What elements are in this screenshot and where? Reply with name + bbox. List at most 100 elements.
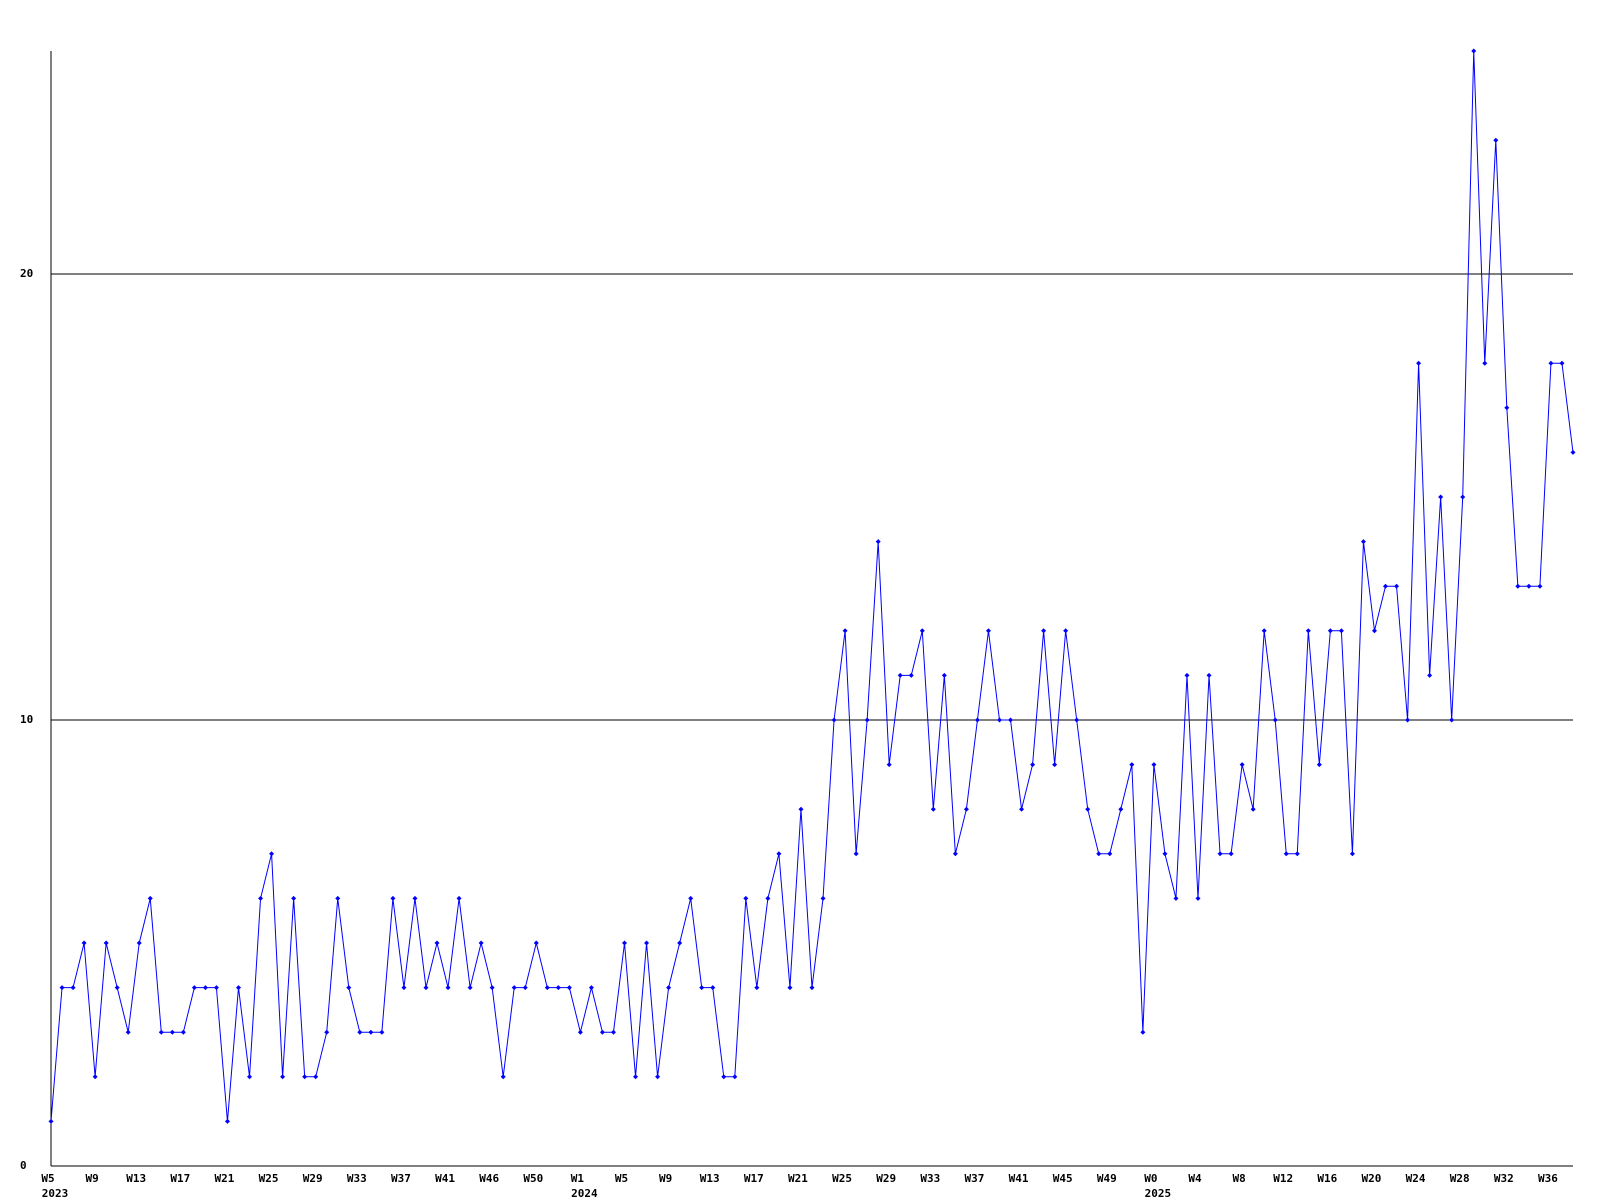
x-tick-label: W16 bbox=[1317, 1172, 1337, 1185]
x-tick-label: W4 bbox=[1188, 1172, 1202, 1185]
data-point bbox=[114, 985, 120, 991]
data-point bbox=[776, 851, 782, 857]
data-point bbox=[1394, 583, 1400, 589]
x-tick-label: W13 bbox=[126, 1172, 146, 1185]
data-point bbox=[765, 895, 771, 901]
x-tick-label: W13 bbox=[700, 1172, 720, 1185]
data-point bbox=[864, 717, 870, 723]
y-tick-label: 20 bbox=[20, 267, 33, 280]
data-point bbox=[92, 1074, 98, 1080]
data-point bbox=[1294, 851, 1300, 857]
data-point bbox=[963, 806, 969, 812]
x-year-label: 2024 bbox=[571, 1187, 598, 1200]
data-point bbox=[467, 985, 473, 991]
data-point bbox=[588, 985, 594, 991]
data-point bbox=[666, 985, 672, 991]
data-point bbox=[1283, 851, 1289, 857]
data-point bbox=[566, 985, 572, 991]
data-point bbox=[699, 985, 705, 991]
data-point bbox=[1052, 762, 1058, 768]
data-point bbox=[1217, 851, 1223, 857]
data-point bbox=[1085, 806, 1091, 812]
x-tick-label: W21 bbox=[215, 1172, 235, 1185]
x-tick-label: W1 bbox=[571, 1172, 585, 1185]
data-point bbox=[842, 628, 848, 634]
data-point bbox=[500, 1074, 506, 1080]
data-point bbox=[1250, 806, 1256, 812]
data-point bbox=[974, 717, 980, 723]
data-point bbox=[1305, 628, 1311, 634]
data-point bbox=[1030, 762, 1036, 768]
data-point bbox=[908, 672, 914, 678]
data-point bbox=[1360, 539, 1366, 545]
data-point bbox=[1383, 583, 1389, 589]
data-point bbox=[633, 1074, 639, 1080]
x-tick-label: W5 bbox=[615, 1172, 628, 1185]
x-tick-label: W17 bbox=[744, 1172, 764, 1185]
data-point bbox=[1515, 583, 1521, 589]
x-tick-label: W25 bbox=[832, 1172, 852, 1185]
data-point bbox=[258, 895, 264, 901]
data-point bbox=[235, 985, 241, 991]
data-point bbox=[224, 1118, 230, 1124]
x-tick-label: W17 bbox=[170, 1172, 190, 1185]
data-point bbox=[1438, 494, 1444, 500]
data-point bbox=[555, 985, 561, 991]
data-point bbox=[1537, 583, 1543, 589]
data-point bbox=[886, 762, 892, 768]
x-tick-label: W9 bbox=[85, 1172, 98, 1185]
x-tick-label: W50 bbox=[523, 1172, 543, 1185]
data-point bbox=[820, 895, 826, 901]
data-point bbox=[313, 1074, 319, 1080]
data-point bbox=[688, 895, 694, 901]
data-point bbox=[809, 985, 815, 991]
data-point bbox=[70, 985, 76, 991]
data-point bbox=[743, 895, 749, 901]
data-point bbox=[710, 985, 716, 991]
x-tick-label: W0 bbox=[1144, 1172, 1157, 1185]
data-point bbox=[1107, 851, 1113, 857]
data-point bbox=[1504, 405, 1510, 411]
data-point bbox=[754, 985, 760, 991]
data-point bbox=[103, 940, 109, 946]
data-point bbox=[511, 985, 517, 991]
data-point bbox=[1063, 628, 1069, 634]
data-point bbox=[81, 940, 87, 946]
data-point bbox=[478, 940, 484, 946]
data-point bbox=[544, 985, 550, 991]
data-point bbox=[1008, 717, 1014, 723]
data-point bbox=[335, 895, 341, 901]
x-tick-label: W41 bbox=[435, 1172, 455, 1185]
data-point bbox=[1427, 672, 1433, 678]
data-point bbox=[677, 940, 683, 946]
data-point bbox=[1548, 360, 1554, 366]
data-point bbox=[533, 940, 539, 946]
data-point bbox=[996, 717, 1002, 723]
x-tick-label: W37 bbox=[964, 1172, 984, 1185]
x-tick-label: W28 bbox=[1450, 1172, 1470, 1185]
data-point bbox=[125, 1029, 131, 1035]
data-point bbox=[346, 985, 352, 991]
data-point bbox=[158, 1029, 164, 1035]
data-point bbox=[1118, 806, 1124, 812]
data-point bbox=[1327, 628, 1333, 634]
data-point bbox=[1449, 717, 1455, 723]
data-point bbox=[1162, 851, 1168, 857]
data-point bbox=[269, 851, 275, 857]
x-tick-label: W32 bbox=[1494, 1172, 1514, 1185]
x-tick-label: W41 bbox=[1009, 1172, 1029, 1185]
data-point bbox=[1261, 628, 1267, 634]
y-tick-label: 0 bbox=[20, 1159, 27, 1172]
data-point bbox=[1206, 672, 1212, 678]
data-point bbox=[655, 1074, 661, 1080]
data-point bbox=[1460, 494, 1466, 500]
y-tick-label: 10 bbox=[20, 713, 33, 726]
data-point bbox=[1338, 628, 1344, 634]
data-point bbox=[1129, 762, 1135, 768]
x-tick-label: W49 bbox=[1097, 1172, 1117, 1185]
data-point bbox=[1184, 672, 1190, 678]
data-point bbox=[952, 851, 958, 857]
data-point bbox=[985, 628, 991, 634]
